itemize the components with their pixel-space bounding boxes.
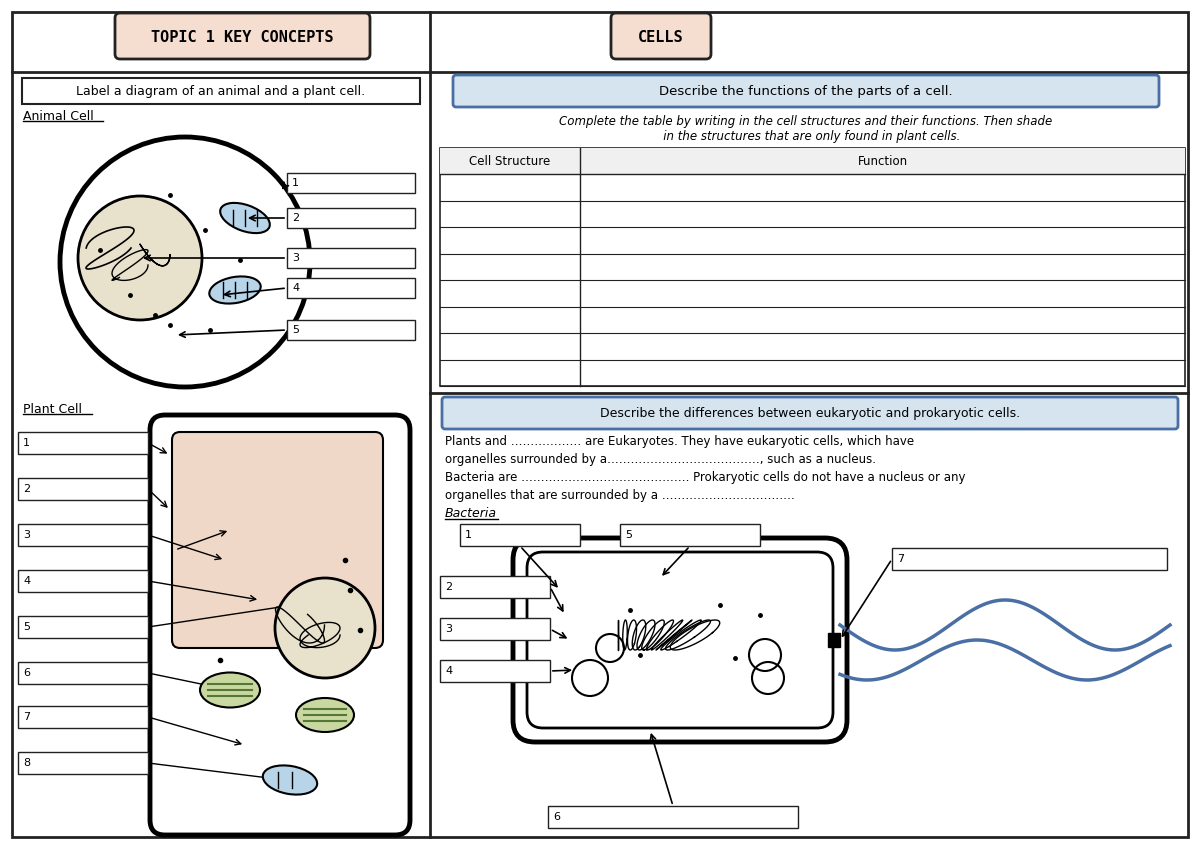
Text: organelles surrounded by a…………………………………, such as a nucleus.: organelles surrounded by a…………………………………,… <box>445 453 876 466</box>
Bar <box>18 706 148 728</box>
Text: 5: 5 <box>625 530 632 540</box>
Ellipse shape <box>296 698 354 732</box>
Bar <box>18 432 148 454</box>
Text: Bacteria are ……………………………………. Prokaryotic cells do not have a nucleus or any: Bacteria are ……………………………………. Prokaryotic… <box>445 471 966 484</box>
Text: 5: 5 <box>23 622 30 632</box>
Text: 4: 4 <box>292 283 299 293</box>
Text: 2: 2 <box>292 213 299 223</box>
Bar <box>18 570 148 592</box>
FancyBboxPatch shape <box>442 397 1178 429</box>
Ellipse shape <box>200 672 260 707</box>
Bar <box>18 616 148 638</box>
Circle shape <box>78 196 202 320</box>
Bar <box>548 806 798 828</box>
Text: CELLS: CELLS <box>638 30 684 44</box>
Text: Cell Structure: Cell Structure <box>469 155 551 168</box>
Text: 4: 4 <box>445 666 452 676</box>
Text: 6: 6 <box>553 812 560 822</box>
Text: 8: 8 <box>23 758 30 768</box>
Bar <box>18 478 148 500</box>
Text: Function: Function <box>858 155 907 168</box>
Bar <box>620 524 760 546</box>
Bar <box>287 208 415 228</box>
Bar <box>440 660 550 682</box>
Text: TOPIC 1 KEY CONCEPTS: TOPIC 1 KEY CONCEPTS <box>151 30 334 44</box>
Text: Describe the functions of the parts of a cell.: Describe the functions of the parts of a… <box>659 85 953 98</box>
Text: 7: 7 <box>898 554 904 564</box>
Bar <box>440 148 1186 386</box>
Text: 2: 2 <box>445 582 452 592</box>
Text: 1: 1 <box>23 438 30 448</box>
Text: Describe the differences between eukaryotic and prokaryotic cells.: Describe the differences between eukaryo… <box>600 407 1020 419</box>
Bar <box>440 618 550 640</box>
Text: 3: 3 <box>23 530 30 540</box>
Text: 1: 1 <box>292 178 299 188</box>
Bar <box>287 173 415 193</box>
Ellipse shape <box>263 766 317 795</box>
Bar <box>18 752 148 774</box>
FancyBboxPatch shape <box>115 13 370 59</box>
Text: 5: 5 <box>292 325 299 335</box>
Bar <box>18 524 148 546</box>
FancyBboxPatch shape <box>514 538 847 742</box>
FancyBboxPatch shape <box>527 552 833 728</box>
Bar <box>18 662 148 684</box>
Text: Label a diagram of an animal and a plant cell.: Label a diagram of an animal and a plant… <box>77 85 366 98</box>
FancyBboxPatch shape <box>454 75 1159 107</box>
Text: Bacteria: Bacteria <box>445 507 497 520</box>
Text: 7: 7 <box>23 712 30 722</box>
Bar <box>22 78 420 104</box>
Text: 1: 1 <box>466 530 472 540</box>
FancyBboxPatch shape <box>150 415 410 835</box>
Ellipse shape <box>209 277 260 304</box>
Text: 3: 3 <box>292 253 299 263</box>
Bar <box>892 548 1166 570</box>
Bar <box>287 320 415 340</box>
Bar <box>440 576 550 598</box>
Text: Plant Cell: Plant Cell <box>23 403 82 416</box>
Text: Plants and ……………… are Eukaryotes. They have eukaryotic cells, which have: Plants and ……………… are Eukaryotes. They h… <box>445 435 914 448</box>
Text: Animal Cell: Animal Cell <box>23 110 94 123</box>
Text: 3: 3 <box>445 624 452 634</box>
Bar <box>460 524 580 546</box>
Text: Complete the table by writing in the cell structures and their functions. Then s: Complete the table by writing in the cel… <box>559 115 1052 143</box>
Bar <box>287 248 415 268</box>
Text: organelles that are surrounded by a …………………………….: organelles that are surrounded by a …………… <box>445 489 794 502</box>
Bar <box>440 148 1186 174</box>
Ellipse shape <box>220 203 270 233</box>
Text: 4: 4 <box>23 576 30 586</box>
FancyBboxPatch shape <box>172 432 383 648</box>
Text: 2: 2 <box>23 484 30 494</box>
Circle shape <box>275 578 374 678</box>
FancyBboxPatch shape <box>611 13 710 59</box>
Bar <box>828 633 840 647</box>
Text: 6: 6 <box>23 668 30 678</box>
Bar <box>287 278 415 298</box>
